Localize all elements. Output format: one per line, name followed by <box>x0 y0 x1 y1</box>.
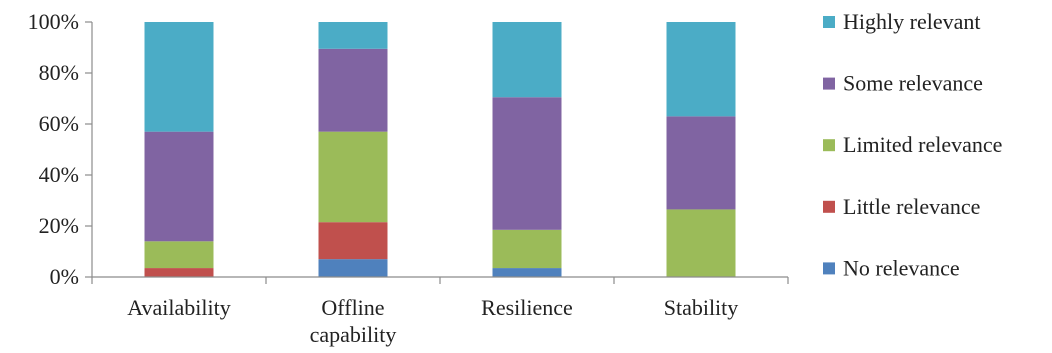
bar-segment <box>144 22 214 132</box>
legend-item: Limited relevance <box>823 132 1002 157</box>
bar-segment <box>492 268 562 277</box>
legend-item: Little relevance <box>823 194 980 219</box>
bar-segment <box>144 268 214 277</box>
bar-segment <box>492 22 562 98</box>
bar-segment <box>318 131 388 223</box>
bar-segment <box>318 259 388 277</box>
bar-segment <box>144 131 214 242</box>
bar-segment <box>666 22 736 117</box>
x-category-label: Stability <box>664 295 739 320</box>
x-category-label: Availability <box>127 295 230 320</box>
legend-label: Highly relevant <box>843 9 980 34</box>
legend-label: No relevance <box>843 255 960 280</box>
x-category-label: Resilience <box>481 295 573 320</box>
legend-swatch <box>823 139 835 152</box>
y-tick-label: 0% <box>50 264 79 289</box>
y-tick-label: 40% <box>39 162 79 187</box>
bars-area <box>144 22 736 277</box>
bar-segment <box>492 97 562 230</box>
bar-segment <box>318 222 388 260</box>
y-tick-label: 100% <box>28 9 79 34</box>
legend-item: No relevance <box>823 255 960 280</box>
y-tick-label: 20% <box>39 213 79 238</box>
bar-segment <box>492 229 562 269</box>
legend-item: Some relevance <box>823 71 983 96</box>
bar-segment <box>318 48 388 132</box>
y-tick-label: 60% <box>39 111 79 136</box>
legend-label: Limited relevance <box>843 132 1002 157</box>
legend-swatch <box>823 16 835 28</box>
legend-label: Some relevance <box>843 71 983 96</box>
y-tick-label: 80% <box>39 60 79 85</box>
legend-item: Highly relevant <box>823 9 980 34</box>
x-axis: Availability Offline capability Resilience S… <box>91 276 789 347</box>
bar-segment <box>666 209 736 277</box>
legend: Highly relevant Some relevance Limited rel… <box>823 9 1002 280</box>
legend-swatch <box>823 262 835 275</box>
bar-segment <box>318 22 388 49</box>
legend-swatch <box>823 77 835 90</box>
y-axis: 0% 20% 40% 60% 80% 100% <box>28 9 93 289</box>
legend-swatch <box>823 200 835 213</box>
legend-label: Little relevance <box>843 194 980 219</box>
x-category-label: Offline capability <box>310 295 397 347</box>
bar-segment <box>666 116 736 210</box>
bar-segment <box>144 241 214 269</box>
